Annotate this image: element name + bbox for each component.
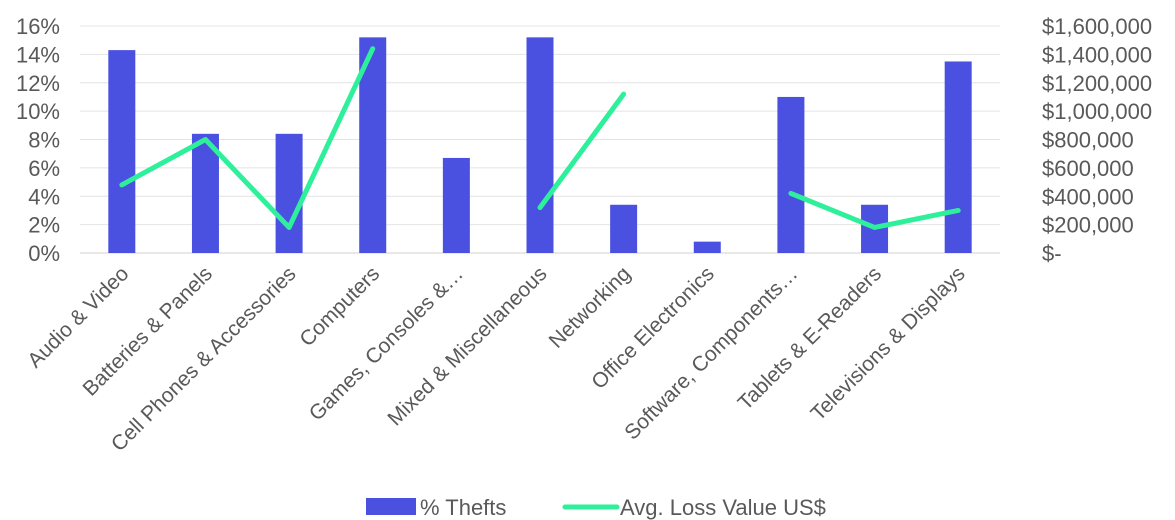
left-tick-label: 4%	[28, 184, 60, 209]
line-series	[119, 46, 961, 230]
line-segment	[537, 91, 627, 211]
bar	[610, 204, 638, 253]
bar	[275, 133, 303, 253]
bar-series	[108, 37, 972, 254]
bar	[442, 157, 470, 253]
category-label: Computers	[295, 262, 384, 351]
left-tick-label: 16%	[16, 14, 60, 39]
category-label: Televisions & Displays	[807, 262, 970, 425]
category-label: Software, Components…	[620, 262, 802, 444]
right-tick-label: $-	[1042, 241, 1062, 266]
category-label: Tablets & E-Readers	[734, 262, 886, 414]
category-label: Games, Consoles &…	[305, 262, 468, 425]
right-axis: $- $200,000 $400,000 $600,000 $800,000 $1,000…	[1042, 14, 1152, 266]
right-tick-label: $1,400,000	[1042, 42, 1152, 67]
line-segment	[119, 46, 376, 230]
right-tick-label: $1,600,000	[1042, 14, 1152, 39]
bar	[944, 61, 972, 253]
bar	[693, 241, 721, 253]
left-tick-label: 14%	[16, 42, 60, 67]
legend-label-thefts: % Thefts	[420, 495, 506, 520]
right-tick-label: $800,000	[1042, 128, 1134, 153]
left-tick-label: 6%	[28, 156, 60, 181]
category-label: Networking	[545, 262, 636, 353]
legend: % Thefts Avg. Loss Value US$	[366, 495, 826, 520]
right-tick-label: $1,200,000	[1042, 71, 1152, 96]
right-tick-label: $1,000,000	[1042, 99, 1152, 124]
bar	[526, 37, 554, 253]
left-tick-label: 0%	[28, 241, 60, 266]
left-tick-label: 8%	[28, 128, 60, 153]
line-segment	[788, 190, 961, 230]
right-tick-label: $600,000	[1042, 156, 1134, 181]
left-axis: 0% 2% 4% 6% 8% 10% 12% 14% 16%	[16, 14, 60, 266]
bar	[191, 133, 219, 253]
legend-swatch-thefts	[366, 498, 416, 515]
left-tick-label: 12%	[16, 71, 60, 96]
bar	[777, 96, 805, 253]
left-tick-label: 2%	[28, 213, 60, 238]
left-tick-label: 10%	[16, 99, 60, 124]
legend-label-loss: Avg. Loss Value US$	[620, 495, 826, 520]
category-label: Mixed & Miscellaneous	[383, 262, 551, 430]
right-tick-label: $200,000	[1042, 213, 1134, 238]
right-tick-label: $400,000	[1042, 184, 1134, 209]
bar	[108, 50, 136, 254]
